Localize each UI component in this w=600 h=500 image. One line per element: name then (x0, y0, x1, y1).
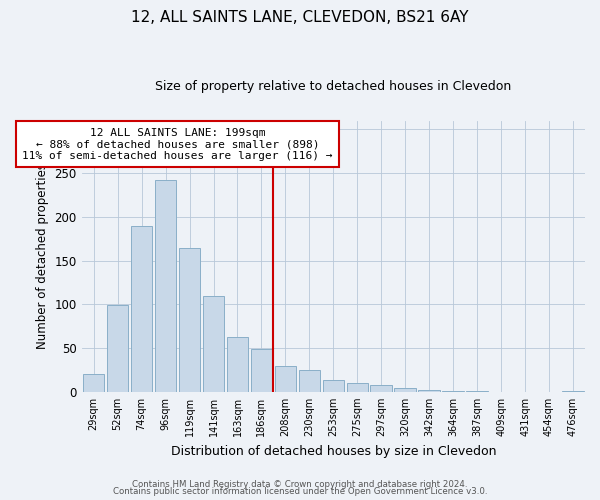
Bar (299, 370, 320, 392)
Bar (179, 248, 200, 392)
Bar (131, 226, 152, 392)
Bar (275, 366, 296, 392)
Text: 12, ALL SAINTS LANE, CLEVEDON, BS21 6AY: 12, ALL SAINTS LANE, CLEVEDON, BS21 6AY (131, 10, 469, 25)
Text: 12 ALL SAINTS LANE: 199sqm
← 88% of detached houses are smaller (898)
11% of sem: 12 ALL SAINTS LANE: 199sqm ← 88% of deta… (22, 128, 333, 161)
Bar (203, 296, 224, 392)
Bar (107, 305, 128, 392)
Bar (370, 385, 392, 392)
Text: Contains public sector information licensed under the Open Government Licence v3: Contains public sector information licen… (113, 488, 487, 496)
Bar (155, 180, 176, 392)
Bar (323, 380, 344, 392)
Y-axis label: Number of detached properties: Number of detached properties (36, 163, 49, 349)
Bar (347, 383, 368, 392)
X-axis label: Distribution of detached houses by size in Clevedon: Distribution of detached houses by size … (170, 444, 496, 458)
Bar (83, 374, 104, 392)
Title: Size of property relative to detached houses in Clevedon: Size of property relative to detached ho… (155, 80, 511, 93)
Bar (466, 391, 488, 392)
Bar (394, 388, 416, 392)
Bar (562, 391, 584, 392)
Bar (442, 391, 464, 392)
Text: Contains HM Land Registry data © Crown copyright and database right 2024.: Contains HM Land Registry data © Crown c… (132, 480, 468, 489)
Bar (418, 390, 440, 392)
Bar (227, 336, 248, 392)
Bar (251, 349, 272, 392)
